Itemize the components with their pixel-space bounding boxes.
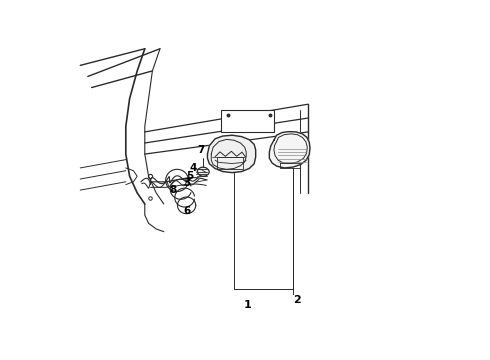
Text: 4: 4 xyxy=(190,163,197,174)
Text: 8: 8 xyxy=(170,185,177,195)
Text: 3: 3 xyxy=(183,178,190,188)
Polygon shape xyxy=(197,167,209,176)
Text: 7: 7 xyxy=(197,145,205,156)
Polygon shape xyxy=(207,135,256,173)
Polygon shape xyxy=(270,132,310,168)
Text: 6: 6 xyxy=(183,206,190,216)
Text: 5: 5 xyxy=(186,171,194,181)
Text: 2: 2 xyxy=(293,294,300,305)
Text: 1: 1 xyxy=(244,300,251,310)
Bar xyxy=(220,110,274,132)
